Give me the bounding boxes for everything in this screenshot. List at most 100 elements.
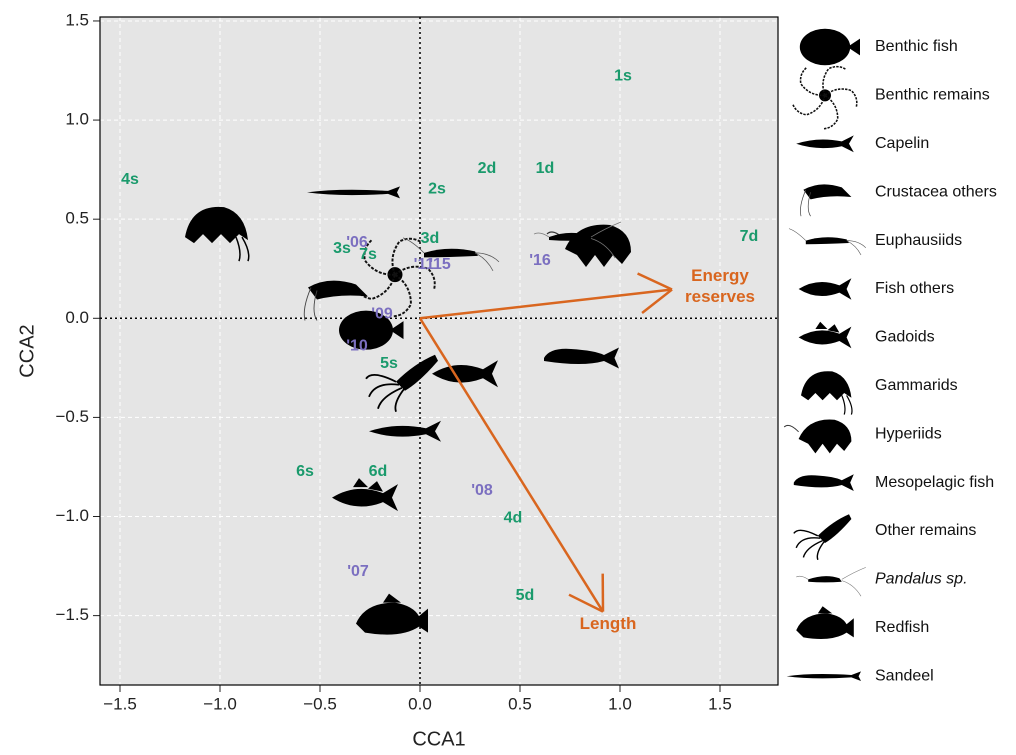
legend-label: Pandalus sp. [875,571,968,588]
arrow-head [637,272,673,291]
legend-icon [796,606,854,639]
site-label: 7d [740,228,759,245]
site-label: 2d [478,160,497,177]
legend-icon [796,567,866,597]
icon-part [796,613,854,639]
site-label: 7s [359,246,377,263]
icon-part [363,238,396,276]
species-icon [307,186,400,199]
y-tick-label: −1.5 [55,605,89,624]
y-axis-title: CCA2 [16,324,38,377]
y-tick-label: 0.5 [65,209,89,228]
site-label: 3s [333,240,351,257]
year-label: '07 [347,563,369,580]
icon-part [533,221,622,259]
x-tick-label: −1.0 [203,694,237,713]
icon-part [339,310,393,350]
icon-part [185,206,248,244]
legend-icon [786,671,861,681]
icon-part [402,237,500,272]
icon-part [796,567,866,597]
icon-part [307,186,400,199]
species-icon [432,360,498,388]
icon-part [396,354,438,391]
year-label: '09 [371,306,393,323]
species-icon [303,280,368,321]
icon-part [798,326,852,349]
icon-part [544,347,619,369]
x-tick-label: 1.5 [708,694,732,713]
icon-part [808,576,842,583]
icon-part [788,228,867,256]
legend-label: Gammarids [875,377,958,394]
year-label: '08 [471,482,493,499]
icon-part [798,419,852,454]
arrow-label: Length [579,613,637,633]
icon-part [799,66,826,97]
site-label: 2s [428,181,446,198]
arrow-label: Energy reserves [685,265,755,306]
icon-part [796,135,854,153]
species-icon [339,310,404,350]
icon-part [847,38,860,56]
site-label: 5d [516,587,535,604]
y-tick-label: 1.0 [65,110,89,129]
legend-icon [793,514,852,561]
icon-part [800,189,811,217]
arrow-head [641,288,673,314]
arrow [419,288,673,320]
icon-part [793,474,854,491]
icon-part [424,248,478,258]
legend-icon [800,184,852,217]
legend-icon [798,278,852,300]
icon-part [369,420,441,442]
icon-part [332,484,398,512]
legend-icon [788,228,867,256]
legend-label: Gadoids [875,329,935,346]
icon-part [823,94,839,130]
site-label: 4s [121,171,139,188]
icon-part [798,278,852,300]
icon-part [805,237,849,245]
species-icon [356,593,428,635]
legend-label: Mesopelagic fish [875,474,994,491]
y-tick-label: 1.5 [65,10,89,29]
legend-icon [801,371,853,415]
y-tick-label: 0.0 [65,308,89,327]
species-icon [185,206,250,262]
y-tick-label: −0.5 [55,407,89,426]
legend-label: Fish others [875,280,954,297]
icon-part [392,273,412,318]
icon-part [432,360,498,388]
icon-part [356,602,428,635]
legend-label: Crustacea others [875,183,997,200]
icon-part [391,237,422,276]
x-tick-label: 1.0 [608,694,632,713]
icon-part [303,287,318,321]
species-icon [365,354,438,413]
legend-label: Other remains [875,522,976,539]
icon-part [786,671,861,681]
icon-part [383,593,401,603]
icon-part [365,374,406,413]
arrow-head [568,593,604,613]
y-tick-label: −1.0 [55,506,89,525]
icon-part [390,321,404,340]
icon-part [394,265,436,290]
icon-part [783,424,799,433]
site-label: 1s [614,68,632,85]
icon-part [353,478,383,492]
x-tick-label: 0.0 [408,694,432,713]
species-icon [533,221,622,259]
icon-part [793,529,826,561]
species-icon [369,420,441,442]
legend-label: Sandeel [875,667,934,684]
legend-label: Benthic fish [875,38,958,55]
icon-part [822,65,847,96]
legend-icon [783,419,852,454]
legend-icon [796,135,854,153]
site-label: 6d [369,463,388,480]
legend-label: Benthic remains [875,87,990,104]
